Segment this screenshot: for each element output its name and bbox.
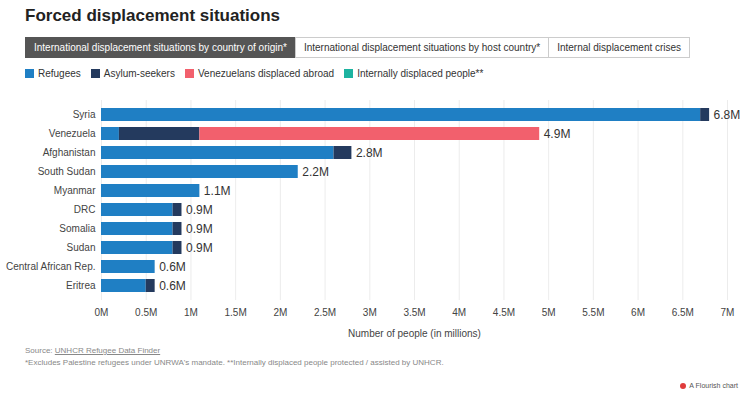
html-text:Internal displacement crises: Internal displacement crises [557, 42, 682, 53]
svg-text:2.2M: 2.2M [302, 165, 329, 179]
svg-text:Number of people (in millions): Number of people (in millions) [348, 328, 481, 339]
svg-text:Central African Rep.: Central African Rep. [6, 261, 96, 272]
svg-text:1.1M: 1.1M [204, 184, 231, 198]
svg-text:3M: 3M [363, 307, 377, 318]
html-text:International displacement sit: International displacement situations by… [303, 42, 541, 53]
svg-text:Sudan: Sudan [67, 242, 96, 253]
svg-text:Venezuela: Venezuela [49, 128, 96, 139]
svg-text:0.9M: 0.9M [186, 241, 213, 255]
svg-text:Eritrea: Eritrea [66, 280, 96, 291]
svg-text:0M: 0M [95, 307, 109, 318]
svg-text:4.5M: 4.5M [493, 307, 515, 318]
svg-text:0.9M: 0.9M [186, 203, 213, 217]
svg-text:0.5M: 0.5M [135, 307, 157, 318]
svg-text:6M: 6M [631, 307, 645, 318]
html-text:Refugees: Refugees [38, 68, 81, 79]
html-text:*Excludes Palestine refugees u: *Excludes Palestine refugees under UNRWA… [25, 358, 444, 367]
svg-text:1.5M: 1.5M [225, 307, 247, 318]
html-text:Venezuelans displaced abroad: Venezuelans displaced abroad [198, 68, 335, 79]
html-text:Asylum-seekers: Asylum-seekers [103, 68, 175, 79]
svg-text:0.9M: 0.9M [186, 222, 213, 236]
svg-text:2.5M: 2.5M [314, 307, 336, 318]
svg-text:1M: 1M [184, 307, 198, 318]
svg-text:2.8M: 2.8M [356, 146, 383, 160]
svg-text:2M: 2M [273, 307, 287, 318]
svg-text:5.5M: 5.5M [582, 307, 604, 318]
html-text:International displacement sit: International displacement situations by… [34, 42, 287, 53]
svg-text:0.6M: 0.6M [159, 279, 186, 293]
svg-text:Syria: Syria [73, 109, 96, 120]
svg-text:Myanmar: Myanmar [54, 185, 96, 196]
svg-text:4M: 4M [452, 307, 466, 318]
svg-text:3.5M: 3.5M [403, 307, 425, 318]
html-text:Forced displacement situations: Forced displacement situations [25, 6, 281, 25]
svg-text:4.9M: 4.9M [544, 127, 571, 141]
html-text:Source: UNHCR Refugee Data Fin: Source: UNHCR Refugee Data Finder [25, 346, 161, 355]
svg-text:6.8M: 6.8M [714, 108, 741, 122]
svg-text:Somalia: Somalia [59, 223, 96, 234]
html-text:Internally displaced people**: Internally displaced people** [357, 68, 484, 79]
svg-text:DRC: DRC [74, 204, 96, 215]
html-text:A Flourish chart: A Flourish chart [689, 382, 738, 389]
svg-text:5M: 5M [542, 307, 556, 318]
svg-text:Afghanistan: Afghanistan [43, 147, 96, 158]
svg-text:6.5M: 6.5M [672, 307, 694, 318]
svg-text:7M: 7M [721, 307, 735, 318]
svg-text:0.6M: 0.6M [159, 260, 186, 274]
svg-text:South Sudan: South Sudan [38, 166, 96, 177]
